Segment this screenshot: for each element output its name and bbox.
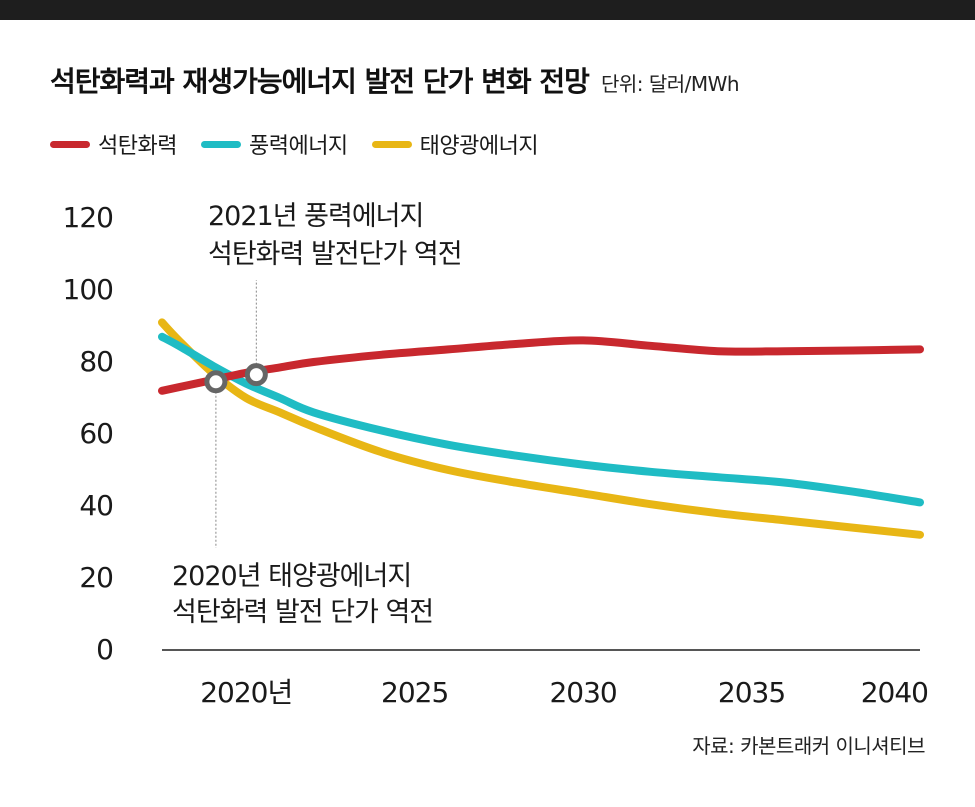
y-tick-label: 60	[79, 417, 113, 450]
x-tick-label: 2035	[718, 676, 785, 709]
source-note: 자료: 카본트래커 이니셔티브	[692, 734, 925, 758]
annotation-wind-line: 석탄화력 발전단가 역전	[208, 239, 462, 270]
crossover-markers	[204, 363, 268, 394]
header: 석탄화력과 재생가능에너지 발전 단가 변화 전망 단위: 달러/MWh	[50, 60, 740, 104]
crossover-marker-solar	[204, 370, 228, 394]
y-tick-label: 100	[63, 273, 113, 306]
legend-item-wind: 풍력에너지	[200, 128, 348, 160]
y-tick-label: 40	[79, 489, 113, 522]
solar-line	[158, 318, 924, 539]
legend-item-coal: 석탄화력	[50, 128, 177, 160]
legend-label-wind: 풍력에너지	[248, 134, 348, 159]
annotation-solar-line: 석탄화력 발전 단가 역전	[172, 597, 433, 628]
legend: 석탄화력 풍력에너지 태양광에너지	[50, 128, 562, 160]
series-lines	[158, 318, 924, 539]
x-tick-label: 2040	[861, 676, 928, 709]
legend-swatch-wind	[200, 140, 241, 148]
legend-label-coal: 석탄화력	[98, 134, 177, 159]
legend-swatch-coal	[50, 140, 90, 148]
legend-swatch-solar	[371, 140, 412, 148]
x-tick-label: 2025	[381, 676, 448, 709]
y-axis-ticks: 120 100 80 60 40 20 0	[63, 201, 114, 666]
annotation-solar-line: 2020년 태양광에너지	[172, 561, 411, 592]
wind-line	[158, 332, 924, 507]
y-tick-label: 0	[96, 633, 113, 666]
y-tick-label: 80	[79, 345, 113, 378]
x-axis-ticks: 2020년 2025 2030 2035 2040	[200, 676, 929, 709]
legend-item-solar: 태양광에너지	[371, 128, 539, 160]
legend-label-solar: 태양광에너지	[419, 134, 539, 159]
x-tick-label: 2030	[549, 676, 616, 709]
annotation-wind-line: 2021년 풍력에너지	[208, 201, 423, 232]
crossover-marker-wind	[244, 363, 268, 387]
y-tick-label: 20	[79, 561, 113, 594]
unit-label: 단위: 달러/MWh	[600, 72, 740, 96]
top-bar	[0, 0, 975, 20]
y-tick-label: 120	[63, 201, 113, 234]
chart-title: 석탄화력과 재생가능에너지 발전 단가 변화 전망	[50, 65, 590, 98]
x-tick-label: 2020년	[200, 676, 292, 709]
annotation-guides	[215, 280, 257, 548]
coal-line	[158, 336, 924, 395]
